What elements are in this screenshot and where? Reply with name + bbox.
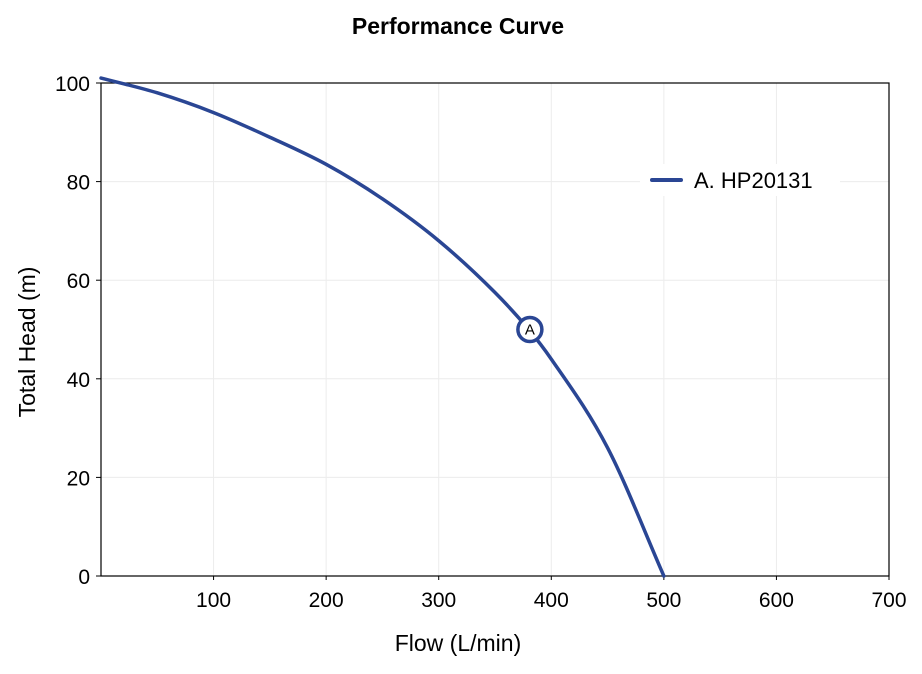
y-axis-label: Total Head (m): [14, 267, 40, 418]
y-axis-ticks: 0 20 40 60 80 100: [55, 73, 101, 589]
x-tick-label: 600: [759, 589, 794, 612]
x-tick-label: 100: [196, 589, 231, 612]
x-axis-label: Flow (L/min): [395, 630, 522, 656]
x-axis-ticks: 100 200 300 400 500 600 700: [196, 576, 907, 612]
x-tick-label: 300: [421, 589, 456, 612]
x-tick-label: 700: [871, 589, 906, 612]
grid-lines: [101, 83, 889, 576]
x-tick-label: 200: [309, 589, 344, 612]
y-tick-label: 0: [78, 566, 90, 589]
y-tick-label: 40: [67, 369, 90, 392]
y-tick-label: 60: [67, 270, 90, 293]
legend: A. HP20131: [640, 164, 840, 196]
series-line: [99, 76, 666, 578]
point-marker: [516, 315, 544, 344]
series-layer: [99, 76, 666, 578]
y-tick-label: 20: [67, 467, 90, 490]
plot-area-frame: [100, 82, 890, 577]
legend-label: A. HP20131: [694, 168, 813, 193]
y-tick-label: 100: [55, 73, 90, 96]
chart-title: Performance Curve: [352, 13, 564, 39]
annotation-layer: A: [516, 315, 544, 344]
x-tick-label: 500: [646, 589, 681, 612]
x-tick-label: 400: [534, 589, 569, 612]
y-tick-label: 80: [67, 172, 90, 195]
point-marker-label: A: [525, 322, 535, 339]
